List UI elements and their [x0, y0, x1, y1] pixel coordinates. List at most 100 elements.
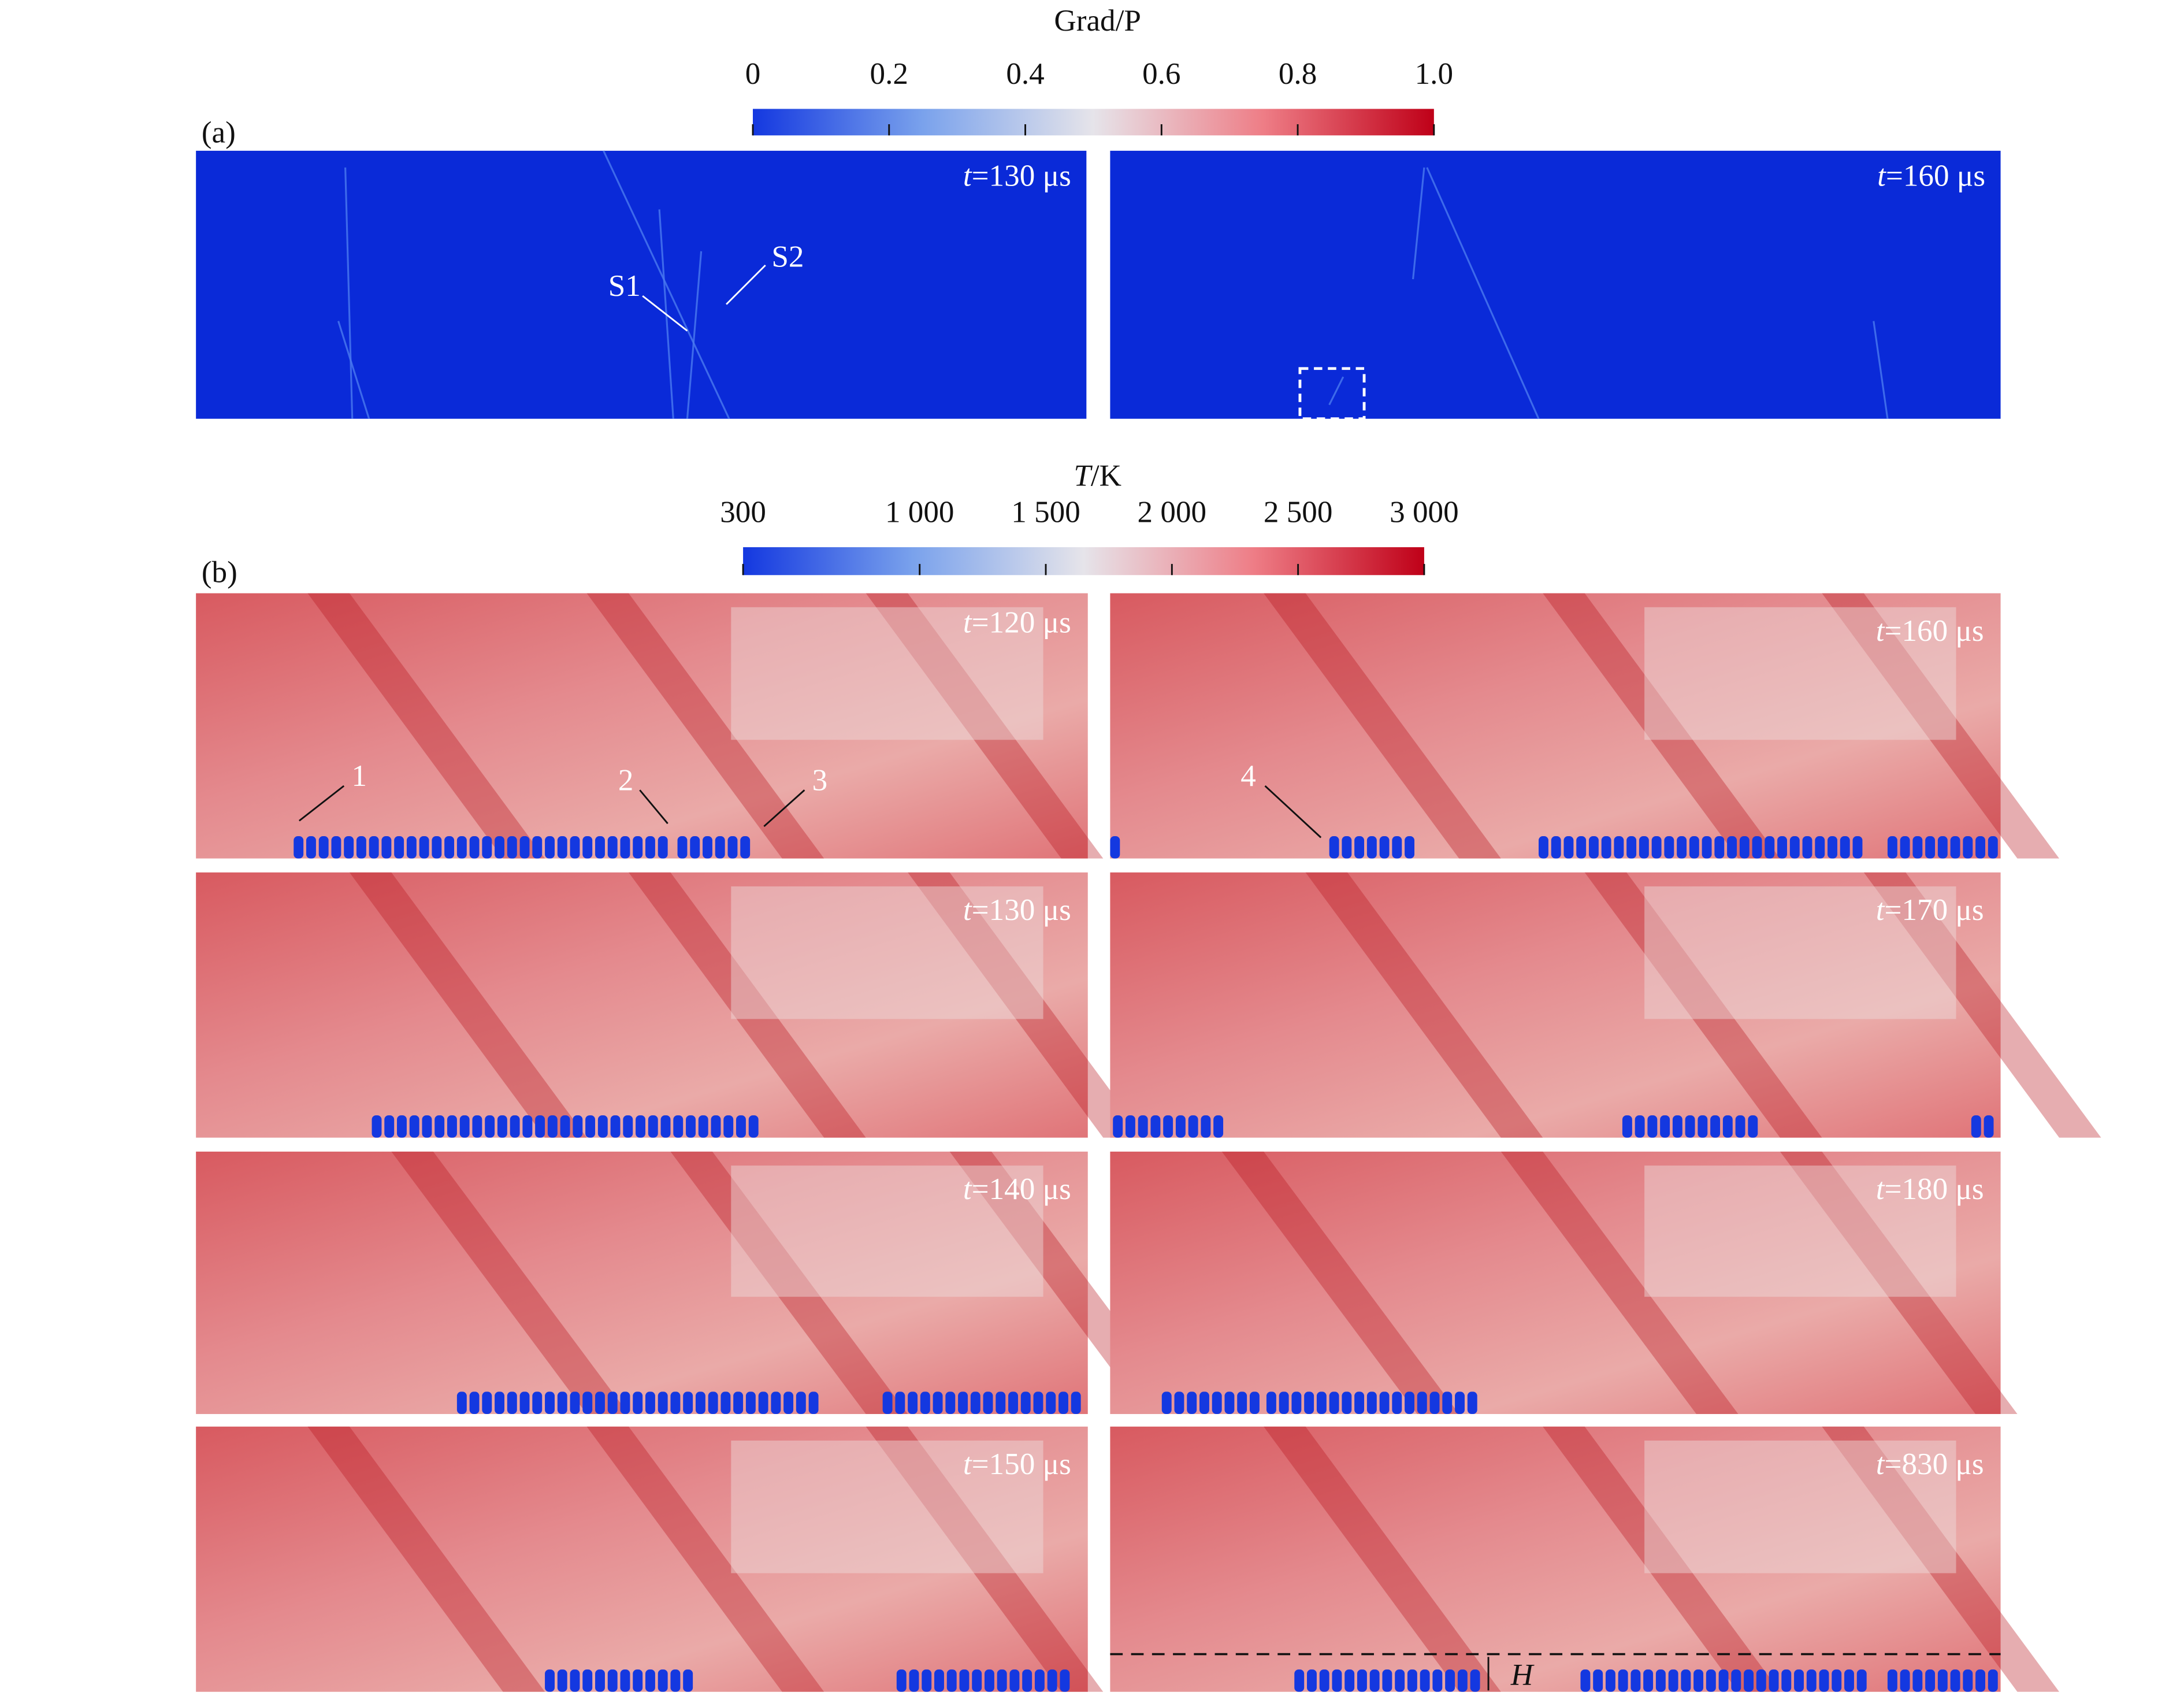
cell [570, 836, 580, 859]
cell [677, 836, 688, 859]
pale-zone [731, 886, 1043, 1019]
cell [1187, 1391, 1197, 1415]
cell [959, 1669, 970, 1692]
cell [1420, 1669, 1430, 1692]
shock-band [1822, 1426, 2060, 1692]
cell [1844, 1669, 1854, 1692]
cell [1379, 836, 1390, 859]
cell [1071, 1391, 1081, 1415]
cell [1332, 1669, 1342, 1692]
time-value: =160 μs [1886, 159, 1985, 192]
panel: t=160 μs [1110, 593, 2060, 859]
cell [633, 1391, 643, 1415]
field [1110, 593, 2001, 859]
cell [720, 1391, 731, 1415]
time-value: =170 μs [1884, 893, 1984, 927]
cell [1789, 836, 1800, 859]
field [196, 872, 1088, 1138]
cell [796, 1391, 806, 1415]
cell [683, 1391, 693, 1415]
shock-trace [1426, 167, 1540, 420]
cell [434, 1115, 445, 1138]
cell [1432, 1669, 1443, 1692]
cell [557, 1391, 567, 1415]
cell [1576, 836, 1587, 859]
cell [331, 836, 341, 859]
time-var: t [963, 606, 972, 639]
shock-band [1584, 872, 1822, 1138]
panel: t=830 μs [1110, 1426, 2060, 1692]
shock-trace [1873, 321, 1889, 419]
cell [1702, 836, 1712, 859]
panels: t=130 μs t=160 μst=120 μst=130 μst=140 μs… [196, 150, 2101, 1692]
cell [698, 1115, 708, 1138]
cell [945, 1391, 956, 1415]
cell [783, 1391, 794, 1415]
cell [1008, 1391, 1018, 1415]
cell [1664, 836, 1674, 859]
cell [495, 1391, 505, 1415]
cell [394, 836, 404, 859]
leader [299, 785, 345, 822]
leader [726, 264, 766, 305]
cell [1020, 1391, 1031, 1415]
pale-zone [731, 607, 1043, 740]
cell [1900, 836, 1910, 859]
cell [585, 1115, 596, 1138]
cell [1395, 1669, 1405, 1692]
shock-trace [337, 321, 370, 420]
cell [1685, 1115, 1695, 1138]
cell [507, 1391, 517, 1415]
cell [645, 1391, 655, 1415]
cell [673, 1115, 684, 1138]
cell [1975, 1669, 1986, 1692]
tick-label: 0 [745, 57, 761, 91]
cell [1828, 836, 1837, 859]
leader [642, 295, 688, 332]
cell [482, 1391, 492, 1415]
shock-band [349, 872, 587, 1138]
time-label: t=180 μs [1876, 1172, 1984, 1206]
shock-band [391, 1151, 629, 1415]
time-label: t=160 μs [1877, 159, 1985, 192]
cell [1660, 1115, 1670, 1138]
colorbar [753, 109, 1434, 136]
cell [1672, 1115, 1682, 1138]
shock-band [1264, 593, 1501, 859]
tick-label: 1.0 [1415, 57, 1453, 91]
cell [1429, 1391, 1440, 1415]
cell [1614, 836, 1624, 859]
cell [645, 836, 655, 859]
cell [1470, 1669, 1480, 1692]
tick-label: 0.4 [1006, 57, 1044, 91]
cell [1937, 836, 1948, 859]
cell [1249, 1391, 1260, 1415]
cell [683, 1669, 693, 1692]
shock-trace [1328, 376, 1344, 406]
cell [419, 836, 429, 859]
cell [381, 836, 392, 859]
cell [595, 836, 605, 859]
time-label: t=130 μs [963, 893, 1071, 927]
cell [1304, 1391, 1314, 1415]
annotation: 1 [352, 759, 367, 793]
time-label: t=140 μs [963, 1172, 1071, 1206]
field [1110, 1426, 2001, 1692]
cell [1392, 836, 1402, 859]
time-var: t [963, 893, 972, 927]
cell [1316, 1391, 1327, 1415]
cell [1593, 1669, 1603, 1692]
cell [1113, 1115, 1123, 1138]
shock-trace [603, 150, 730, 420]
cell [1988, 1669, 1998, 1692]
time-value: =120 μs [972, 606, 1071, 639]
cell [597, 1115, 608, 1138]
cell [1963, 836, 1973, 859]
pale-zone [1644, 607, 1956, 740]
cell [318, 836, 329, 859]
cell [545, 1669, 555, 1692]
height-label: H [1510, 1658, 1535, 1692]
cell [1279, 1391, 1289, 1415]
cell [1329, 1391, 1339, 1415]
cell [658, 1391, 668, 1415]
